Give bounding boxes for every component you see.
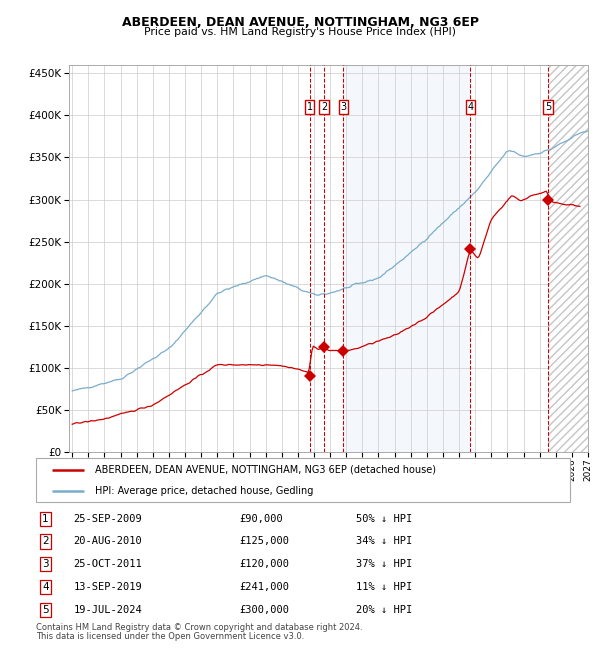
Text: £120,000: £120,000 — [239, 559, 289, 569]
Text: 19-JUL-2024: 19-JUL-2024 — [73, 604, 142, 615]
Text: 2: 2 — [321, 102, 328, 112]
Text: 5: 5 — [545, 102, 551, 112]
Bar — [548, 65, 588, 452]
Text: 1: 1 — [42, 514, 49, 524]
Text: Contains HM Land Registry data © Crown copyright and database right 2024.: Contains HM Land Registry data © Crown c… — [36, 623, 362, 632]
Text: £241,000: £241,000 — [239, 582, 289, 592]
Text: ABERDEEN, DEAN AVENUE, NOTTINGHAM, NG3 6EP (detached house): ABERDEEN, DEAN AVENUE, NOTTINGHAM, NG3 6… — [95, 465, 436, 475]
Text: 50% ↓ HPI: 50% ↓ HPI — [356, 514, 413, 524]
Text: 3: 3 — [340, 102, 346, 112]
Text: Price paid vs. HM Land Registry's House Price Index (HPI): Price paid vs. HM Land Registry's House … — [144, 27, 456, 37]
Text: 3: 3 — [42, 559, 49, 569]
Text: 25-OCT-2011: 25-OCT-2011 — [73, 559, 142, 569]
Text: HPI: Average price, detached house, Gedling: HPI: Average price, detached house, Gedl… — [95, 486, 313, 496]
Text: 4: 4 — [467, 102, 473, 112]
Text: 25-SEP-2009: 25-SEP-2009 — [73, 514, 142, 524]
Text: 13-SEP-2019: 13-SEP-2019 — [73, 582, 142, 592]
Text: £90,000: £90,000 — [239, 514, 283, 524]
Bar — [343, 65, 470, 452]
Text: 37% ↓ HPI: 37% ↓ HPI — [356, 559, 413, 569]
Text: ABERDEEN, DEAN AVENUE, NOTTINGHAM, NG3 6EP: ABERDEEN, DEAN AVENUE, NOTTINGHAM, NG3 6… — [121, 16, 479, 29]
Text: 5: 5 — [42, 604, 49, 615]
Text: This data is licensed under the Open Government Licence v3.0.: This data is licensed under the Open Gov… — [36, 632, 304, 641]
Text: £300,000: £300,000 — [239, 604, 289, 615]
Text: 1: 1 — [307, 102, 313, 112]
Text: £125,000: £125,000 — [239, 536, 289, 547]
FancyBboxPatch shape — [36, 458, 570, 502]
Text: 34% ↓ HPI: 34% ↓ HPI — [356, 536, 413, 547]
Text: 11% ↓ HPI: 11% ↓ HPI — [356, 582, 413, 592]
Text: 2: 2 — [42, 536, 49, 547]
Text: 4: 4 — [42, 582, 49, 592]
Text: 20-AUG-2010: 20-AUG-2010 — [73, 536, 142, 547]
Text: 20% ↓ HPI: 20% ↓ HPI — [356, 604, 413, 615]
